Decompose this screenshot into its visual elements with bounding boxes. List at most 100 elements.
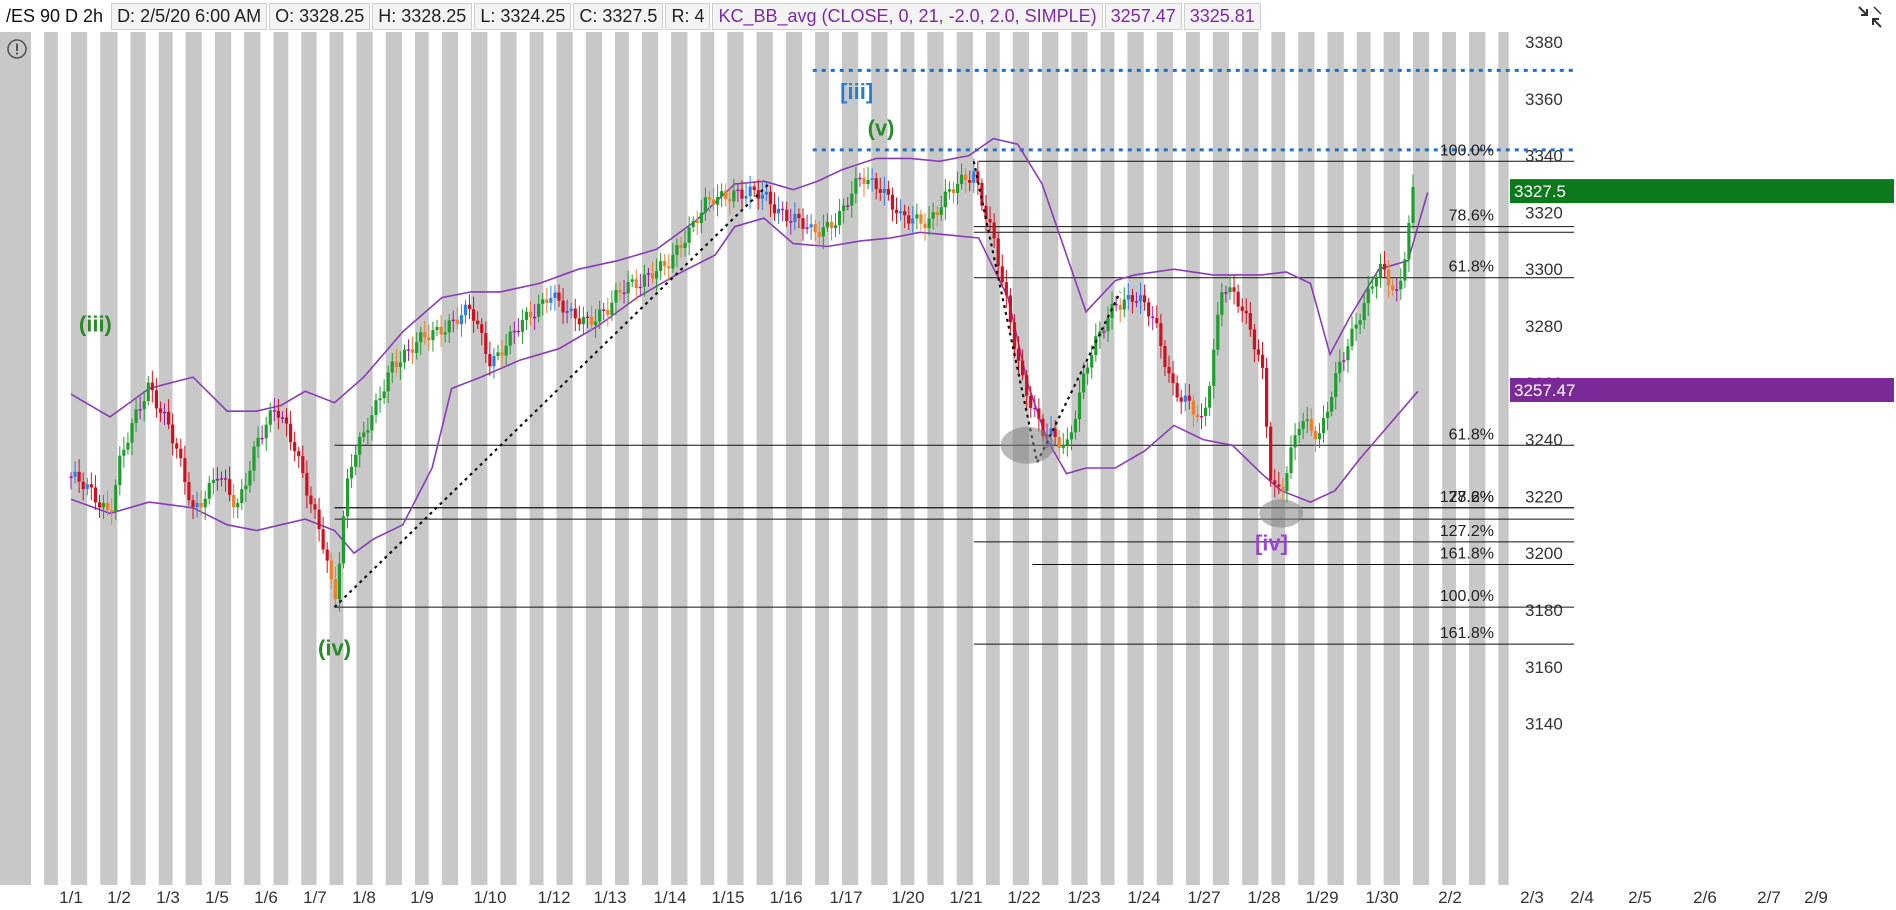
x-tick-label: 1/3: [156, 888, 180, 907]
session-gap: [658, 32, 672, 885]
keltner-bands: [70, 137, 1429, 555]
candle-body: [459, 315, 463, 325]
candle-body: [89, 484, 93, 488]
candle-body: [232, 494, 236, 508]
candle-body: [1049, 428, 1053, 435]
candle-body: [642, 274, 646, 287]
candle-body: [996, 238, 1000, 267]
candle-body: [870, 178, 874, 180]
candle-body: [154, 390, 158, 409]
candle-body: [406, 349, 411, 351]
candle-body: [1387, 269, 1391, 286]
candle-body: [268, 410, 272, 425]
candle-body: [1342, 360, 1346, 362]
candle-body: [1204, 407, 1208, 417]
candle-body: [215, 479, 219, 481]
y-tick-label: 3240: [1525, 431, 1563, 450]
candle-body: [809, 224, 813, 228]
candle-body: [97, 502, 102, 508]
candle-body: [1321, 418, 1326, 434]
candle-body: [354, 454, 358, 467]
session-gap: [87, 32, 101, 885]
candle-body: [264, 424, 268, 439]
candle-body: [447, 320, 451, 333]
session-gap: [31, 32, 45, 885]
candle-body: [825, 221, 829, 228]
session-gap: [1314, 32, 1328, 885]
open-readout: O: 3328.25: [269, 2, 371, 30]
arrows-collapse-icon[interactable]: [1856, 4, 1884, 30]
candle-body: [325, 549, 329, 561]
candle-body: [256, 437, 260, 447]
candle-body: [402, 349, 407, 363]
candle-body: [1004, 282, 1008, 296]
candle-body: [158, 408, 163, 413]
candle-body: [1143, 295, 1147, 303]
session-gap: [401, 32, 415, 885]
candle-body: [382, 391, 386, 399]
y-tick-label: 3280: [1525, 317, 1563, 336]
candle-body: [1130, 295, 1134, 302]
candle-body: [915, 214, 919, 219]
candle-body: [695, 221, 699, 224]
candle-body: [435, 326, 439, 331]
study-value-1: 3257.47: [1104, 2, 1182, 30]
candle-body: [1098, 331, 1102, 337]
x-tick-label: 1/29: [1305, 888, 1338, 907]
session-gap: [602, 32, 616, 885]
candle-body: [93, 487, 97, 503]
study-label[interactable]: KC_BB_avg (CLOSE, 0, 21, -2.0, 2.0, SIMP…: [712, 2, 1103, 30]
candle-body: [679, 245, 683, 248]
candle-body: [756, 190, 760, 199]
fib-level-label: 127.2%: [1440, 523, 1494, 540]
y-tick-label: 3320: [1525, 203, 1563, 222]
candle-body: [858, 177, 862, 180]
date-readout: D: 2/5/20 6:00 AM: [111, 2, 268, 30]
candle-body: [476, 320, 480, 325]
candle-body: [228, 479, 232, 495]
candle-body: [1061, 445, 1065, 449]
session-gap: [201, 32, 215, 885]
candle-body: [606, 309, 610, 315]
candle-body: [894, 209, 899, 214]
candle-body: [1391, 285, 1395, 290]
x-tick-label: 1/10: [473, 888, 506, 907]
candle-body: [431, 330, 435, 341]
candle-body: [720, 191, 724, 197]
candle-body: [1057, 436, 1061, 449]
candle-body: [362, 432, 366, 437]
lower-band-line: [70, 217, 1419, 555]
candle-body: [85, 484, 89, 489]
candle-body: [935, 212, 939, 215]
fib-level-label: 127.2%: [1440, 489, 1494, 506]
candle-body: [1362, 303, 1366, 321]
candle-body: [598, 309, 602, 322]
upper-band-line: [70, 137, 1429, 418]
session-gap: [714, 32, 728, 885]
candle-body: [508, 331, 512, 346]
candle-body: [350, 466, 354, 479]
candle-body: [1317, 433, 1322, 440]
candle-body: [472, 309, 476, 321]
candle-body: [1016, 348, 1021, 361]
dotted-trendline: [972, 161, 1039, 463]
candle-body: [1407, 223, 1411, 260]
candle-body: [1163, 345, 1167, 368]
candle-body: [545, 299, 549, 303]
session-gap: [743, 32, 757, 885]
session-gap: [1173, 32, 1186, 885]
exclamation-circle-icon[interactable]: [6, 38, 28, 60]
candle-body: [69, 476, 73, 479]
symbol-label[interactable]: /ES 90 D 2h: [0, 2, 110, 30]
candle-body: [1151, 316, 1155, 319]
candle-body: [577, 318, 581, 325]
x-axis-panel: [0, 885, 1508, 910]
price-tags: 3327.5 3257.47: [1510, 179, 1894, 402]
fib-level-label: 161.8%: [1440, 546, 1494, 563]
candle-body: [1187, 395, 1191, 401]
candle-body: [423, 332, 427, 338]
candle-body: [903, 211, 907, 216]
candle-body: [260, 437, 264, 440]
candle-body: [1175, 383, 1179, 398]
